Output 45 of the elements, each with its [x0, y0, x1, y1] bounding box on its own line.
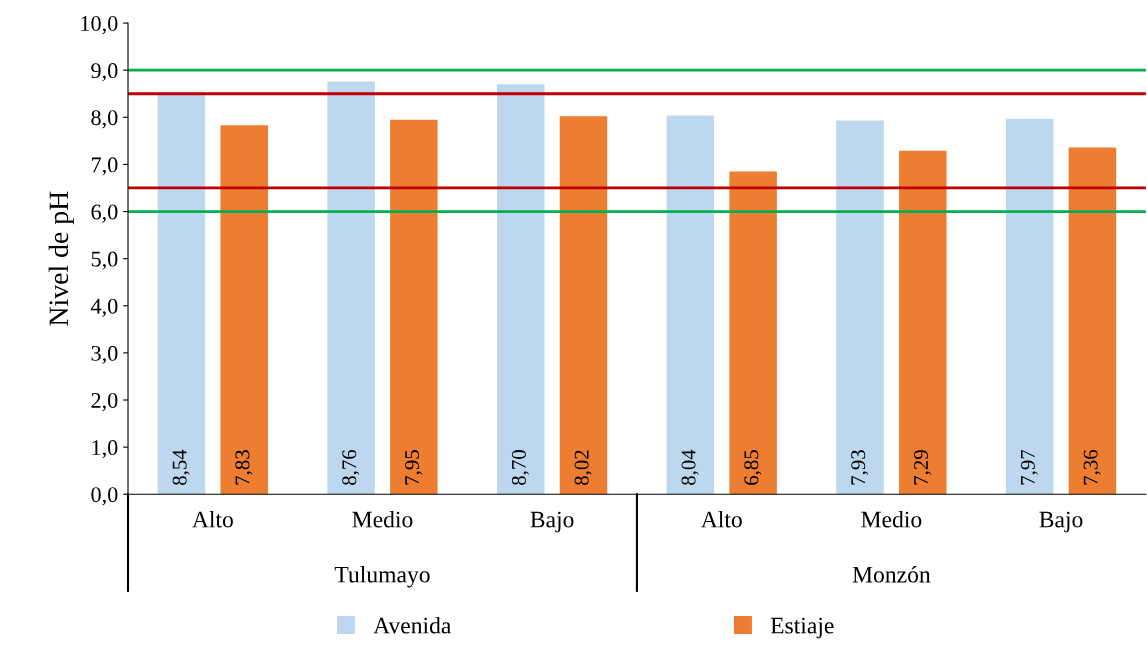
bar: [327, 81, 375, 495]
text: Tulumayo: [334, 565, 430, 588]
y-tick-label: 4,0: [90, 298, 118, 317]
y-tick-label: 7,0: [91, 157, 118, 176]
x-tick-label: Alto: [192, 510, 233, 528]
y-tick-label: 8,0: [91, 110, 118, 129]
y-tick-label: 0,0: [91, 487, 118, 506]
data-label: 7,29: [913, 450, 931, 485]
data-label: 7,97: [1020, 449, 1038, 485]
x-tick-label: Medio: [352, 510, 413, 528]
y-tick-label: 10,0: [81, 16, 118, 35]
y-tick-label: 9,0: [91, 63, 118, 82]
bar: [390, 119, 438, 495]
data-label: 7,36: [1083, 449, 1101, 485]
text: Monzón: [852, 565, 931, 583]
y-tick-label: 1,0: [92, 440, 118, 459]
y-tick-label: 6,0: [91, 204, 118, 223]
y-axis-title: Nivel de pH: [48, 191, 74, 326]
bar: [220, 125, 268, 495]
y-tick-label: 5,0: [91, 251, 118, 270]
x-tick-label: Bajo: [1039, 511, 1083, 533]
y-tick-label: 2,0: [91, 392, 118, 412]
data-label: 7,83: [235, 450, 253, 485]
data-label: 8,02: [574, 450, 592, 485]
bar: [729, 171, 777, 495]
data-label: 8,54: [172, 449, 190, 485]
bar: [496, 84, 545, 495]
x-tick-label: Bajo: [530, 511, 574, 533]
bar: [1005, 118, 1054, 495]
y-tick-label: 3,0: [91, 345, 118, 365]
data-label: 8,04: [681, 449, 699, 485]
bar: [559, 116, 608, 495]
data-label: 8,76: [342, 449, 360, 485]
legend-label: Avenida: [373, 616, 452, 634]
bar: [899, 150, 947, 495]
x-tick-label: Medio: [861, 510, 922, 528]
bar: [666, 115, 715, 495]
x-tick-label: Alto: [700, 510, 742, 528]
data-label: 7,95: [405, 450, 423, 485]
legend-label: Estiaje: [770, 617, 834, 639]
data-label: 6,85: [744, 450, 762, 485]
bar: [836, 120, 884, 495]
data-label: 8,70: [511, 450, 529, 485]
data-label: 7,93: [851, 450, 869, 485]
bar: [1068, 147, 1117, 495]
